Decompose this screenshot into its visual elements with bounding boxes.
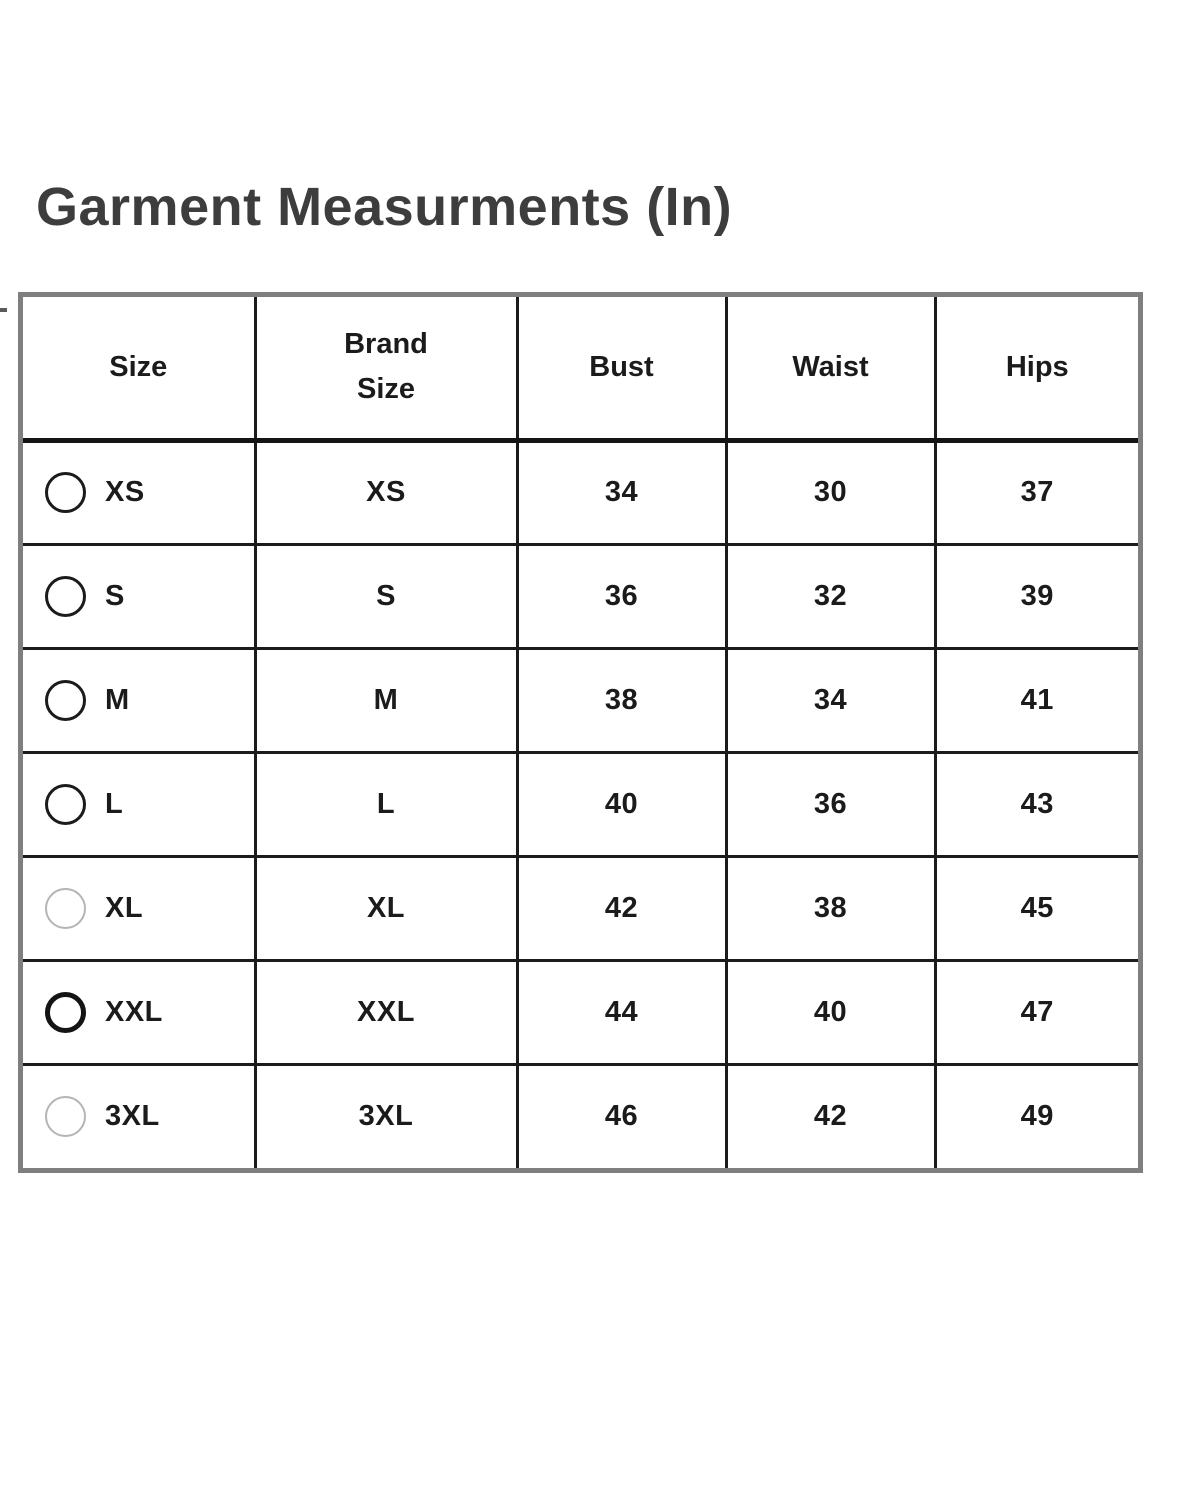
waist-value-xl: 38	[724, 854, 937, 962]
column-header-bust: Bust	[515, 295, 728, 443]
radio-button-xxl[interactable]	[45, 991, 86, 1033]
brand-size-value-xl: XL	[253, 854, 519, 962]
size-option-cell-s[interactable]: S	[21, 542, 257, 650]
size-row-xl: XL XL 42 38 45	[21, 854, 1140, 962]
size-option-xxl: XXL	[23, 991, 254, 1033]
brand-size-value-xxl: XXL	[253, 958, 519, 1066]
size-option-m: M	[23, 679, 254, 721]
column-header-brand-size: Brand Size	[253, 295, 519, 443]
waist-value-s: 32	[724, 542, 937, 650]
hips-value-xl: 45	[933, 854, 1140, 962]
bust-value-s: 36	[515, 542, 728, 650]
waist-value-xxl: 40	[724, 958, 937, 1066]
radio-button-l[interactable]	[45, 783, 86, 825]
size-label-l: L	[105, 787, 124, 820]
size-chart-table: Size Brand Size Bust Waist Hips XS XS 34 30 37 S S…	[21, 295, 1140, 1170]
size-option-cell-xl[interactable]: XL	[21, 854, 257, 962]
page-title: Garment Measurments (In)	[36, 177, 733, 237]
size-row-xxl: XXL XXL 44 40 47	[21, 958, 1140, 1066]
waist-value-3xl: 42	[724, 1062, 937, 1170]
brand-size-value-l: L	[253, 750, 519, 858]
size-option-cell-l[interactable]: L	[21, 750, 257, 858]
column-header-size: Size	[21, 295, 257, 443]
left-edge-mark	[0, 308, 7, 312]
size-row-l: L L 40 36 43	[21, 750, 1140, 858]
column-header-waist: Waist	[724, 295, 937, 443]
radio-button-xl[interactable]	[45, 887, 86, 929]
hips-value-s: 39	[933, 542, 1140, 650]
size-label-3xl: 3XL	[105, 1100, 160, 1133]
waist-value-m: 34	[724, 646, 937, 754]
size-option-3xl: 3XL	[23, 1096, 254, 1138]
bust-value-l: 40	[515, 750, 728, 858]
brand-size-value-xs: XS	[253, 438, 519, 546]
size-label-s: S	[105, 579, 125, 612]
size-chart-container: Size Brand Size Bust Waist Hips XS XS 34 30 37 S S…	[18, 292, 1143, 1173]
size-option-cell-xxl[interactable]: XXL	[21, 958, 257, 1066]
column-header-hips: Hips	[933, 295, 1140, 443]
size-label-m: M	[105, 683, 130, 716]
radio-button-3xl[interactable]	[45, 1096, 86, 1138]
radio-button-xs[interactable]	[45, 472, 86, 513]
size-option-s: S	[23, 575, 254, 617]
bust-value-xxl: 44	[515, 958, 728, 1066]
size-chart-body: XS XS 34 30 37 S S 36 32 39 M M 38 34 41 L L 40 36 43 XL XL 42…	[21, 438, 1140, 1170]
bust-value-m: 38	[515, 646, 728, 754]
waist-value-xs: 30	[724, 438, 937, 546]
size-row-xs: XS XS 34 30 37	[21, 438, 1140, 546]
hips-value-3xl: 49	[933, 1062, 1140, 1170]
size-option-xl: XL	[23, 887, 254, 929]
waist-value-l: 36	[724, 750, 937, 858]
radio-button-s[interactable]	[45, 575, 86, 617]
size-option-l: L	[23, 783, 254, 825]
size-label-xxl: XXL	[105, 995, 163, 1028]
size-row-m: M M 38 34 41	[21, 646, 1140, 754]
size-label-xs: XS	[105, 476, 145, 508]
size-row-s: S S 36 32 39	[21, 542, 1140, 650]
size-label-xl: XL	[105, 891, 144, 924]
size-option-cell-m[interactable]: M	[21, 646, 257, 754]
bust-value-3xl: 46	[515, 1062, 728, 1170]
bust-value-xs: 34	[515, 438, 728, 546]
header-row: Size Brand Size Bust Waist Hips	[21, 295, 1140, 443]
size-chart-header: Size Brand Size Bust Waist Hips	[21, 295, 1140, 443]
brand-size-value-3xl: 3XL	[253, 1062, 519, 1170]
hips-value-m: 41	[933, 646, 1140, 754]
size-option-cell-xs[interactable]: XS	[21, 438, 257, 546]
hips-value-l: 43	[933, 750, 1140, 858]
hips-value-xxl: 47	[933, 958, 1140, 1066]
radio-button-m[interactable]	[45, 679, 86, 721]
brand-size-value-s: S	[253, 542, 519, 650]
brand-size-value-m: M	[253, 646, 519, 754]
size-row-3xl: 3XL 3XL 46 42 49	[21, 1062, 1140, 1170]
bust-value-xl: 42	[515, 854, 728, 962]
size-option-xs: XS	[23, 472, 254, 513]
hips-value-xs: 37	[933, 438, 1140, 546]
size-option-cell-3xl[interactable]: 3XL	[21, 1062, 257, 1170]
